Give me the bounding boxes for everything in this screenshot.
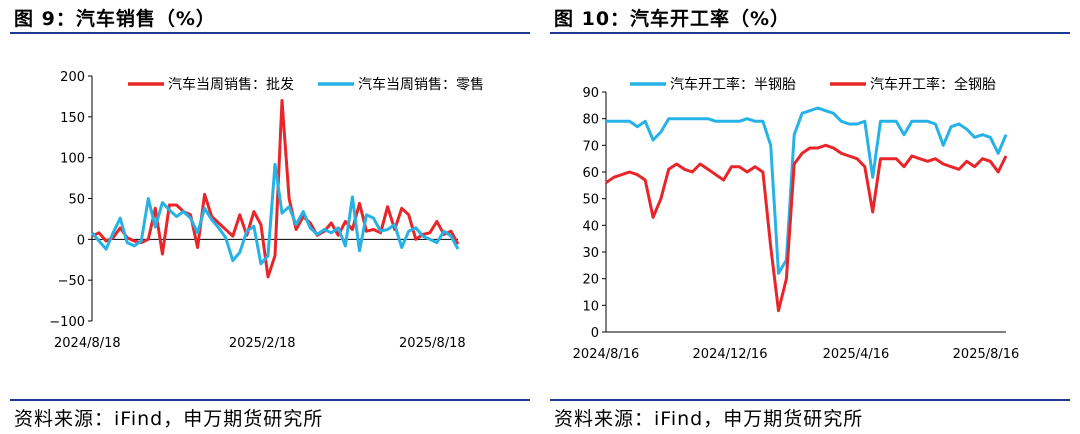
figure-title: 图 10：汽车开工率（%） — [554, 8, 791, 30]
bottom-divider — [550, 399, 1070, 401]
figure-title: 图 9：汽车销售（%） — [14, 8, 216, 30]
top-divider — [550, 32, 1070, 34]
y-tick-label: 20 — [582, 273, 599, 288]
y-tick-label: 90 — [582, 86, 599, 101]
y-tick-label: 40 — [582, 219, 599, 234]
top-divider — [10, 32, 530, 34]
chart-panel-tire-operating-rate: 图 10：汽车开工率（%） 0 10 20 30 40 50 60 70 80 90 2024/8/… — [540, 0, 1080, 434]
x-tick-label: 2024/8/18 — [54, 336, 121, 351]
y-tick-label: −50 — [58, 274, 85, 289]
y-tick-label: 0 — [77, 233, 85, 248]
bottom-divider — [10, 399, 530, 401]
x-tick-label: 2025/4/16 — [823, 347, 890, 362]
x-tick-label: 2024/12/16 — [693, 347, 768, 362]
y-tick-label: 60 — [582, 166, 599, 181]
source-note: 资料来源：iFind，申万期货研究所 — [14, 408, 324, 430]
series-line-2 — [605, 143, 1008, 313]
legend-label-1: 汽车开工率：半钢胎 — [670, 76, 796, 93]
y-tick-label: 100 — [60, 152, 85, 167]
series-line-1 — [606, 106, 1008, 275]
y-tick-label: 10 — [582, 299, 599, 314]
y-tick-label: −100 — [49, 315, 85, 330]
legend-label-1: 汽车当周销售：批发 — [168, 76, 294, 93]
tire-operating-rate-line-chart: 0 10 20 30 40 50 60 70 80 90 2024/8/16 2024/12/16 20… — [573, 76, 1020, 362]
source-note: 资料来源：iFind，申万期货研究所 — [554, 408, 864, 430]
y-tick-label: 0 — [591, 326, 599, 341]
x-tick-label: 2024/8/16 — [573, 347, 640, 362]
y-tick-label: 80 — [582, 113, 599, 128]
legend-label-2: 汽车开工率：全钢胎 — [870, 76, 996, 93]
y-tick-label: 150 — [60, 111, 85, 126]
x-tick-label: 2025/8/18 — [399, 336, 466, 351]
series-line-2 — [90, 162, 460, 266]
series-line-1 — [91, 99, 460, 279]
y-tick-label: 70 — [582, 139, 599, 154]
y-tick-label: 50 — [582, 193, 599, 208]
x-tick-label: 2025/2/18 — [229, 336, 296, 351]
y-tick-label: 50 — [68, 193, 85, 208]
y-tick-label: 30 — [582, 246, 599, 261]
car-sales-line-chart: −100 −50 0 50 100 150 200 2024/8/18 2025/2/18 202… — [49, 70, 484, 351]
chart-panel-car-sales: 图 9：汽车销售（%） −100 −50 0 50 100 150 200 2024/8/18… — [10, 8, 530, 430]
y-tick-label: 200 — [60, 70, 85, 85]
x-tick-label: 2025/8/16 — [953, 347, 1020, 362]
legend-label-2: 汽车当周销售：零售 — [358, 76, 484, 93]
